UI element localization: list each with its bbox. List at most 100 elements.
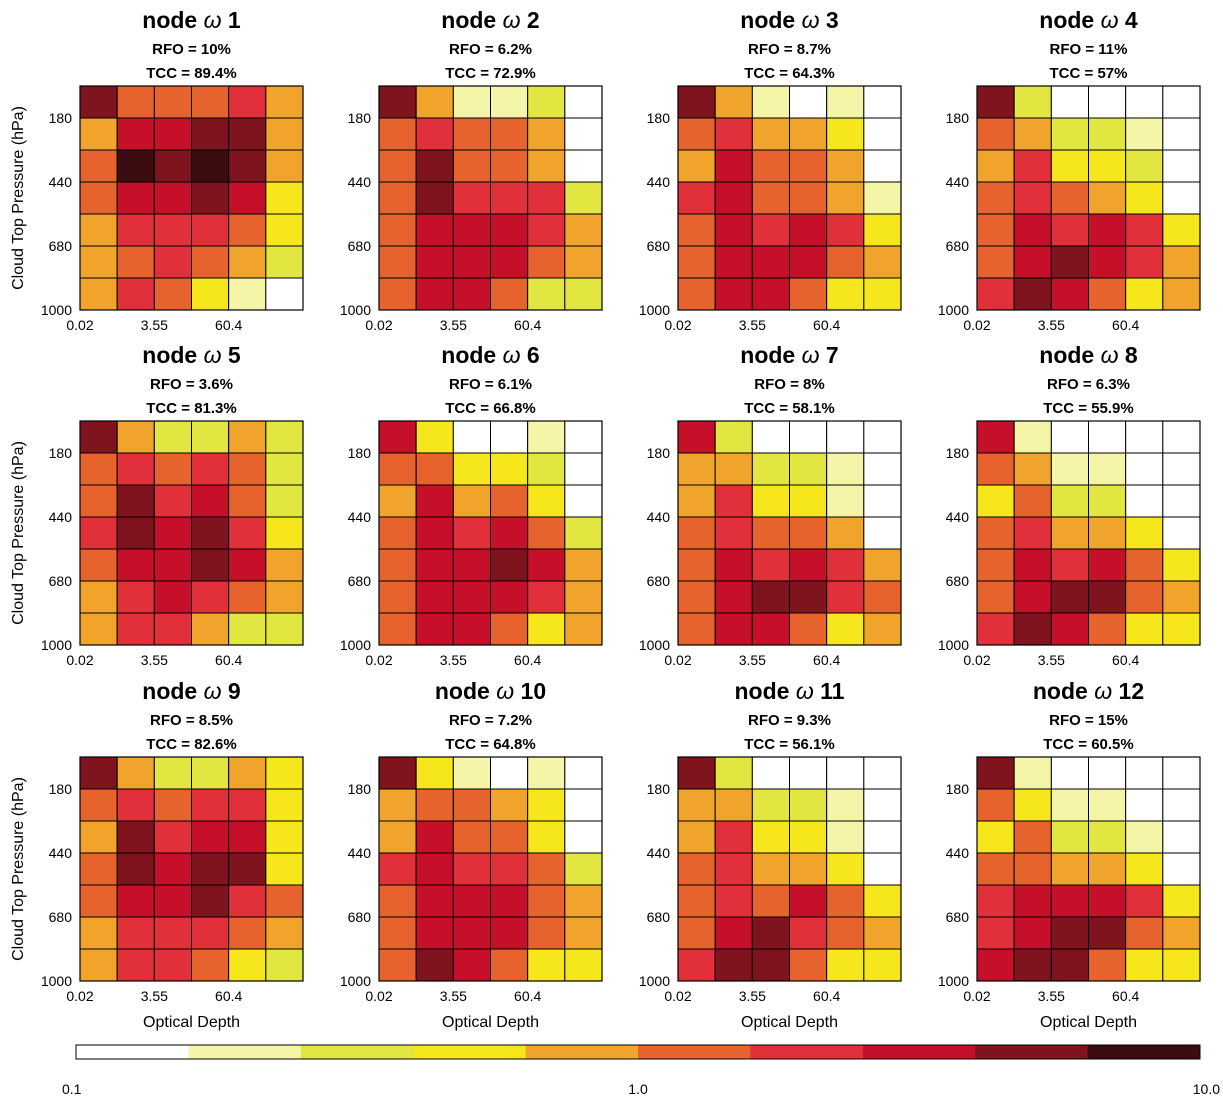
heatmap-cell xyxy=(564,516,603,550)
heatmap-cell xyxy=(153,948,192,982)
panel-title-number: 11 xyxy=(814,678,845,704)
heatmap-cell xyxy=(490,420,529,454)
panel-title-omega: ω xyxy=(1094,678,1112,704)
heatmap-cell xyxy=(1013,612,1052,646)
heatmap-cell xyxy=(191,548,230,582)
heatmap-cell xyxy=(751,548,791,582)
heatmap-cell xyxy=(191,516,230,550)
heatmap-cell xyxy=(452,916,491,950)
panel-tcc: TCC = 58.1% xyxy=(744,400,834,417)
heatmap-cell xyxy=(265,85,304,119)
y-tick-label: 680 xyxy=(49,909,73,925)
heatmap-cell xyxy=(79,452,118,486)
heatmap-cell xyxy=(191,580,230,614)
heatmap-cell xyxy=(1162,149,1201,183)
heatmap-cell xyxy=(490,548,529,582)
heatmap-cell xyxy=(1013,181,1052,215)
panel-tcc: TCC = 81.3% xyxy=(146,400,236,417)
y-tick-label: 180 xyxy=(348,781,372,797)
panel-frame xyxy=(378,85,603,311)
heatmap-cell xyxy=(1125,117,1164,151)
heatmap-cell xyxy=(79,548,118,582)
heatmap-cell xyxy=(265,245,304,279)
x-tick-label: 60.4 xyxy=(514,988,541,1004)
y-tick-label: 1000 xyxy=(41,637,72,653)
panel-title: node ω 4 xyxy=(1039,7,1138,33)
heatmap-cell xyxy=(116,149,155,183)
heatmap-cell xyxy=(863,117,902,151)
y-tick-label: 680 xyxy=(647,573,671,589)
heatmap-cell xyxy=(1162,277,1201,311)
heatmap-cell xyxy=(1013,245,1052,279)
heatmap-cell xyxy=(452,820,491,854)
heatmap-cell xyxy=(1088,948,1127,982)
panel-rfo: RFO = 15% xyxy=(1049,712,1128,729)
x-tick-label: 0.02 xyxy=(66,988,93,1004)
heatmap-cell xyxy=(228,852,267,886)
heatmap-cell xyxy=(564,580,603,614)
heatmap-cell xyxy=(79,245,118,279)
panel-title-omega: ω xyxy=(204,678,222,704)
heatmap-cell xyxy=(751,788,791,822)
x-tick-label: 60.4 xyxy=(215,652,242,668)
heatmap-cell xyxy=(714,580,753,614)
x-tick-label: 0.02 xyxy=(66,652,93,668)
heatmap-cell xyxy=(378,181,417,215)
heatmap-cell xyxy=(1050,756,1089,790)
heatmap-cell xyxy=(1088,181,1127,215)
panel-title: node ω 8 xyxy=(1039,342,1138,368)
heatmap-cell xyxy=(863,820,902,854)
y-tick-label: 180 xyxy=(647,445,671,461)
colorbar-segment xyxy=(413,1045,527,1059)
heatmap-cell xyxy=(1013,580,1052,614)
heatmap-cell xyxy=(527,884,566,918)
panel-frame xyxy=(378,756,603,982)
heatmap-cell xyxy=(1013,213,1052,247)
heatmap-cell xyxy=(1162,948,1201,982)
heatmap-cell xyxy=(1088,245,1127,279)
panel-title-omega: ω xyxy=(204,7,222,33)
heatmap-cell xyxy=(1050,484,1089,518)
panel-frame xyxy=(976,756,1201,982)
heatmap-cell xyxy=(265,117,304,151)
heatmap-cell xyxy=(452,788,491,822)
heatmap-cell xyxy=(564,213,603,247)
heatmap-cell xyxy=(826,612,865,646)
heatmap-cell xyxy=(191,852,230,886)
heatmap-cell xyxy=(228,181,267,215)
heatmap-cell xyxy=(527,516,566,550)
heatmap-cell xyxy=(677,181,716,215)
heatmap-cell xyxy=(452,213,491,247)
panel-title-omega: ω xyxy=(1101,7,1119,33)
y-tick-label: 1000 xyxy=(639,973,670,989)
y-tick-label: 1000 xyxy=(340,302,371,318)
x-tick-label: 0.02 xyxy=(664,988,691,1004)
y-tick-label: 440 xyxy=(348,509,372,525)
heatmap-cell xyxy=(1050,213,1089,247)
colorbar-segment xyxy=(300,1045,414,1059)
colorbar-segment xyxy=(76,1045,189,1059)
heatmap-cell xyxy=(789,756,828,790)
heatmap-cell xyxy=(751,516,791,550)
x-tick-label: 0.02 xyxy=(365,988,392,1004)
heatmap-cell xyxy=(527,548,566,582)
y-tick-label: 1000 xyxy=(41,302,72,318)
panel-frame xyxy=(79,420,304,646)
heatmap-cell xyxy=(1088,484,1127,518)
x-tick-label: 3.55 xyxy=(141,317,168,333)
heatmap-cell xyxy=(677,452,716,486)
heatmap-cell xyxy=(452,117,491,151)
colorbar-tick-label: 0.1 xyxy=(62,1081,82,1097)
panel-title: node ω 1 xyxy=(142,7,241,33)
x-tick-label: 60.4 xyxy=(813,317,840,333)
y-tick-label: 680 xyxy=(946,909,970,925)
heatmap-cell xyxy=(976,852,1015,886)
heatmap-cell xyxy=(826,788,865,822)
heatmap-cell xyxy=(527,916,566,950)
heatmap-cell xyxy=(415,117,454,151)
panel-tcc: TCC = 82.6% xyxy=(146,736,236,753)
panel-title-prefix: node xyxy=(435,678,496,704)
heatmap-cell xyxy=(490,948,529,982)
heatmap-cell xyxy=(452,580,491,614)
heatmap-cell xyxy=(527,788,566,822)
